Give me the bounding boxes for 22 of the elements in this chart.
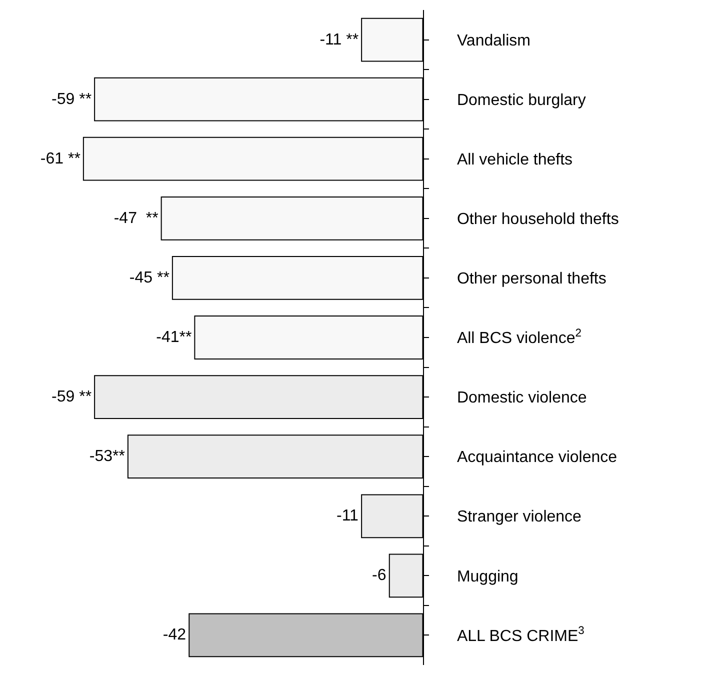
y-tick-label: All BCS violence$^{2}$ xyxy=(456,327,582,348)
data-label: -61 ** xyxy=(40,150,80,168)
y-tick-label: Acquaintance violence xyxy=(456,449,618,466)
data-label: -59 ** xyxy=(52,90,92,108)
data-label: -11 ** xyxy=(320,31,359,48)
data-label: -11 xyxy=(336,508,359,525)
y-tick-label: All vehicle thefts xyxy=(456,151,573,168)
data-label: -45 ** xyxy=(129,269,170,286)
data-label: -53** xyxy=(89,448,125,466)
data-label: -41** xyxy=(156,329,192,346)
y-tick-label: Other household thefts xyxy=(456,211,619,228)
y-tick-label: Other personal thefts xyxy=(456,270,606,288)
data-label: -47 ** xyxy=(114,210,158,227)
data-label: -42 xyxy=(162,626,186,644)
y-tick-label: Stranger violence xyxy=(456,508,582,526)
y-tick-label: Domestic burglary xyxy=(456,92,586,109)
y-tick-label: Mugging xyxy=(456,568,518,586)
data-label: -6 xyxy=(372,567,386,584)
data-label: -59 ** xyxy=(52,388,92,406)
y-tick-label: ALL BCS CRIME$^{3}$ xyxy=(456,625,584,645)
y-tick-label: Vandalism xyxy=(456,32,530,50)
y-tick-label: Domestic violence xyxy=(456,390,587,407)
